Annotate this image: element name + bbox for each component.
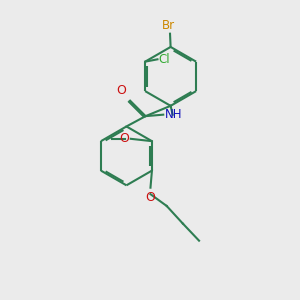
Text: Br: Br bbox=[162, 19, 175, 32]
Text: Cl: Cl bbox=[158, 53, 170, 66]
Text: O: O bbox=[117, 84, 126, 97]
Text: O: O bbox=[119, 132, 129, 145]
Text: O: O bbox=[146, 190, 155, 204]
Text: NH: NH bbox=[165, 108, 182, 121]
